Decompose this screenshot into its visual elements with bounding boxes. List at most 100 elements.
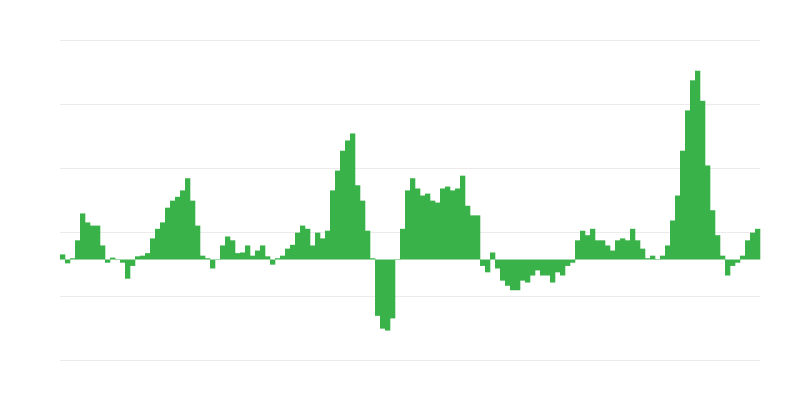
bar-50 <box>310 245 316 260</box>
bar-93 <box>525 259 531 283</box>
bar-5 <box>85 222 91 260</box>
bar-51 <box>315 232 321 260</box>
bar-105 <box>585 235 591 260</box>
bar-47 <box>295 232 301 260</box>
bar-11 <box>115 259 121 261</box>
bar-35 <box>235 253 241 260</box>
bar-4 <box>80 213 86 260</box>
bar-40 <box>260 245 266 260</box>
bar-24 <box>180 190 186 260</box>
bar-123 <box>675 195 681 260</box>
bar-72 <box>420 195 426 260</box>
bar-92 <box>520 259 526 281</box>
bar-26 <box>190 200 196 260</box>
bar-80 <box>460 175 466 260</box>
bar-36 <box>240 252 246 260</box>
bar-82 <box>470 215 476 260</box>
bar-135 <box>735 259 741 263</box>
bar-70 <box>410 178 416 260</box>
bar-118 <box>650 255 656 260</box>
bar-39 <box>255 250 261 260</box>
bar-29 <box>205 258 211 260</box>
bar-121 <box>665 245 671 260</box>
bar-75 <box>435 202 441 260</box>
bar-103 <box>575 240 581 260</box>
bar-54 <box>330 190 336 260</box>
bar-23 <box>175 196 181 260</box>
bar-130 <box>710 210 716 260</box>
bar-102 <box>570 259 576 263</box>
bar-66 <box>390 259 396 319</box>
bar-12 <box>120 259 126 263</box>
bar-61 <box>365 230 371 260</box>
bar-48 <box>300 225 306 260</box>
bar-124 <box>680 150 686 260</box>
bar-81 <box>465 205 471 260</box>
bar-95 <box>535 259 541 271</box>
bar-127 <box>695 70 701 260</box>
bar-115 <box>635 240 641 260</box>
bar-58 <box>350 133 356 260</box>
bar-97 <box>545 259 551 276</box>
bar-30 <box>210 259 216 269</box>
bar-20 <box>160 222 166 260</box>
bar-91 <box>515 259 521 291</box>
bar-45 <box>285 248 291 260</box>
bar-43 <box>275 258 281 260</box>
bar-10 <box>110 257 116 260</box>
bar-128 <box>700 100 706 260</box>
bar-108 <box>600 240 606 260</box>
bar-136 <box>740 255 746 260</box>
bar-8 <box>100 245 106 260</box>
bar-16 <box>140 255 146 260</box>
bar-83 <box>475 215 481 260</box>
bar-107 <box>595 240 601 260</box>
bar-28 <box>200 255 206 260</box>
bar-88 <box>500 259 506 281</box>
bar-44 <box>280 255 286 260</box>
bar-132 <box>720 255 726 260</box>
bar-77 <box>445 186 451 260</box>
bar-7 <box>95 225 101 260</box>
bar-98 <box>550 259 556 283</box>
bar-96 <box>540 259 546 276</box>
bar-113 <box>625 240 631 260</box>
bar-137 <box>745 240 751 260</box>
bar-55 <box>335 170 341 260</box>
bar-85 <box>485 259 491 273</box>
bar-60 <box>360 200 366 260</box>
bar-6 <box>90 225 96 260</box>
bar-71 <box>415 188 421 260</box>
bar-87 <box>495 259 501 269</box>
bar-101 <box>565 259 571 266</box>
bar-1 <box>65 259 71 264</box>
bar-57 <box>345 140 351 260</box>
bar-86 <box>490 252 496 260</box>
bar-73 <box>425 193 431 260</box>
bar-2 <box>70 258 76 260</box>
bar-134 <box>730 259 736 266</box>
bar-129 <box>705 165 711 260</box>
bar-42 <box>270 259 276 265</box>
bar-19 <box>155 228 161 260</box>
bar-109 <box>605 245 611 260</box>
bars <box>60 70 761 331</box>
bar-18 <box>150 238 156 260</box>
bar-33 <box>225 236 231 260</box>
bar-62 <box>370 258 376 260</box>
bar-120 <box>660 255 666 260</box>
bar-68 <box>400 228 406 260</box>
bar-139 <box>755 228 761 260</box>
bar-114 <box>630 228 636 260</box>
bar-138 <box>750 232 756 260</box>
bar-63 <box>375 259 381 316</box>
bar-67 <box>395 259 401 261</box>
bar-126 <box>690 80 696 260</box>
bar-15 <box>135 256 141 260</box>
bar-3 <box>75 240 81 260</box>
bar-31 <box>215 259 221 261</box>
bar-32 <box>220 245 226 260</box>
bar-46 <box>290 244 296 260</box>
bar-89 <box>505 259 511 286</box>
bar-94 <box>530 259 536 276</box>
